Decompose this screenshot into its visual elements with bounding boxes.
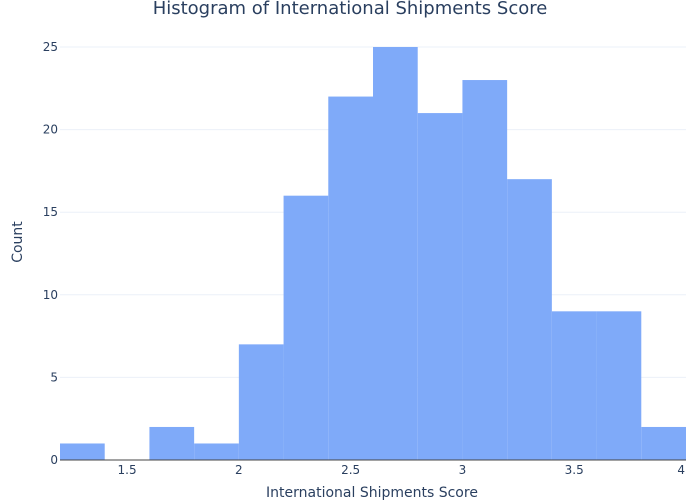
x-tick-label-0: 1.5 [118, 463, 137, 477]
y-tick-label-0: 0 [50, 453, 58, 467]
histogram-bar-7[interactable] [373, 47, 418, 460]
histogram-bar-3[interactable] [194, 443, 239, 460]
histogram-bar-12[interactable] [596, 311, 642, 460]
histogram-bar-2[interactable] [149, 426, 195, 460]
histogram-bar-9[interactable] [462, 80, 508, 460]
histogram-bar-10[interactable] [507, 179, 552, 460]
y-tick-labels: 0 5 10 15 20 25 [43, 40, 58, 467]
y-tick-label-3: 15 [43, 205, 58, 219]
y-tick-label-5: 25 [43, 40, 58, 54]
histogram-bar-6[interactable] [328, 96, 373, 460]
chart-title: Histogram of International Shipments Sco… [153, 0, 548, 19]
histogram-bar-8[interactable] [417, 113, 463, 460]
y-axis-title: Count [10, 221, 26, 263]
x-tick-label-4: 3.5 [565, 463, 584, 477]
histogram-bar-11[interactable] [551, 311, 597, 460]
histogram-bar-0[interactable] [60, 443, 105, 460]
histogram-bar-13[interactable] [641, 426, 686, 460]
x-tick-labels: 1.5 2 2.5 3 3.5 4 [118, 463, 685, 477]
x-tick-label-3: 3 [459, 463, 467, 477]
x-axis-title: International Shipments Score [266, 485, 478, 500]
x-tick-label-5: 4 [677, 463, 685, 477]
y-tick-label-4: 20 [43, 123, 58, 137]
y-tick-label-2: 10 [43, 288, 58, 302]
y-tick-label-1: 5 [50, 370, 58, 384]
x-tick-label-2: 2.5 [341, 463, 360, 477]
bars-layer [60, 47, 686, 460]
x-tick-label-1: 2 [235, 463, 243, 477]
histogram-bar-5[interactable] [283, 195, 329, 460]
histogram-bar-4[interactable] [238, 344, 284, 460]
